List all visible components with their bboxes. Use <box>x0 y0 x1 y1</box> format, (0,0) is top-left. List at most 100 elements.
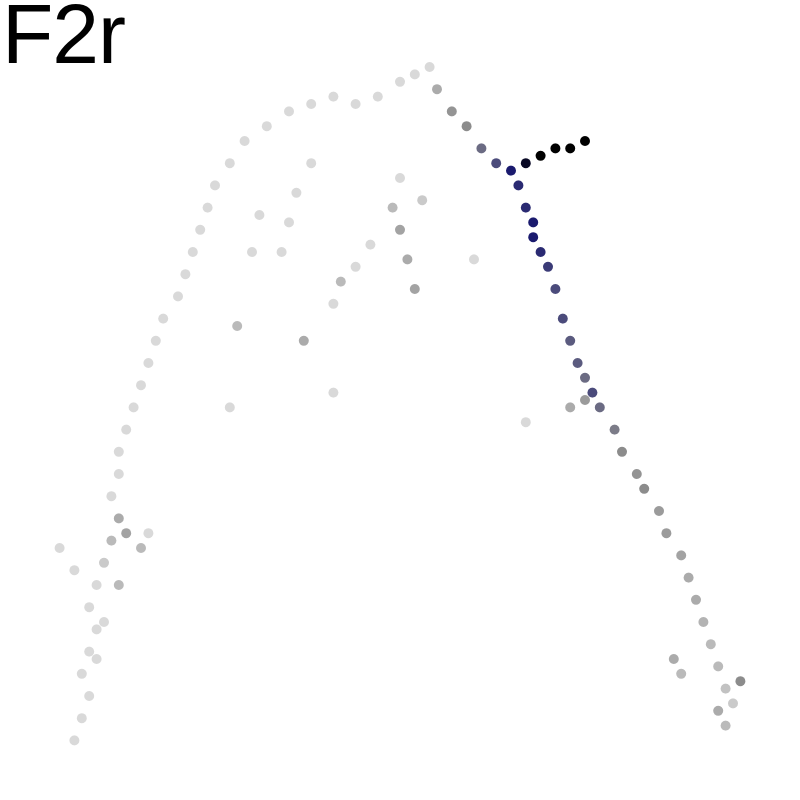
scatter-point <box>113 513 124 524</box>
scatter-point <box>676 550 687 561</box>
scatter-point <box>143 528 154 539</box>
scatter-point <box>387 202 398 213</box>
scatter-point <box>328 298 339 309</box>
scatter-point <box>113 469 124 479</box>
scatter-point <box>661 528 672 539</box>
scatter-point <box>395 173 405 183</box>
scatter-point <box>654 506 664 516</box>
scatter-point <box>705 639 716 650</box>
scatter-point <box>424 62 435 72</box>
scatter-point <box>728 698 738 709</box>
scatter-point <box>113 580 124 590</box>
scatter-point <box>76 668 87 679</box>
scatter-point <box>402 254 413 265</box>
scatter-point <box>284 217 294 228</box>
scatter-point <box>136 380 146 391</box>
scatter-point <box>580 136 590 146</box>
scatter-point <box>683 572 694 583</box>
scatter-point <box>136 543 146 553</box>
scatter-point <box>580 372 590 383</box>
scatter-point <box>565 335 576 346</box>
scatter-point <box>143 358 154 368</box>
scatter-point <box>247 247 257 257</box>
scatter-point <box>99 557 109 568</box>
scatter-point <box>543 261 553 272</box>
scatter-point <box>113 446 124 457</box>
scatter-point <box>572 358 583 368</box>
scatter-point <box>254 210 265 220</box>
scatter-point <box>232 321 243 331</box>
scatter-point <box>617 446 627 457</box>
scatter-point <box>350 261 361 272</box>
scatter-point <box>506 165 516 176</box>
scatter-point <box>528 217 539 228</box>
scatter-point <box>261 121 272 132</box>
scatter-point <box>713 705 724 716</box>
scatter-point <box>631 469 642 479</box>
scatter-point <box>520 158 531 169</box>
scatter-point <box>276 247 287 257</box>
scatter-point <box>328 91 339 102</box>
scatter-point <box>469 254 479 265</box>
scatter-point <box>395 224 405 235</box>
scatter-point <box>84 646 95 657</box>
scatter-point <box>180 269 191 280</box>
scatter-point <box>520 202 531 213</box>
scatter-point <box>409 69 420 80</box>
scatter-point <box>639 483 650 494</box>
scatter-point <box>195 224 206 235</box>
scatter-point <box>128 402 139 413</box>
scatter-point <box>173 291 183 302</box>
scatter-point <box>150 335 161 346</box>
scatter-point <box>565 143 576 154</box>
scatter-point <box>328 387 339 398</box>
scatter-point <box>668 654 679 664</box>
scatter-point <box>409 284 420 294</box>
scatter-point <box>365 239 376 250</box>
scatter-point <box>84 602 95 613</box>
scatter-point <box>550 284 561 294</box>
scatter-point <box>210 180 220 191</box>
scatter-point <box>202 202 213 213</box>
scatter-point <box>306 158 317 169</box>
scatter-point <box>720 720 731 731</box>
scatter-point <box>395 76 405 87</box>
scatter-point <box>306 99 317 109</box>
scatter-point <box>69 735 80 746</box>
scatter-point <box>69 565 80 576</box>
chart-title: F2r <box>2 0 126 81</box>
scatter-point <box>520 417 531 428</box>
scatter-point <box>676 668 687 679</box>
scatter-point <box>461 121 472 132</box>
scatter-point <box>91 580 102 590</box>
scatter-point <box>713 661 724 672</box>
scatter-point <box>535 150 546 161</box>
scatter-point <box>565 402 576 413</box>
scatter-point <box>691 594 701 605</box>
scatter-point <box>99 617 109 627</box>
scatter-point <box>91 654 102 664</box>
scatter-point <box>284 106 294 117</box>
scatter-point <box>735 676 746 687</box>
scatter-point <box>513 180 524 191</box>
scatter-point <box>350 99 361 109</box>
scatter-point <box>298 335 309 346</box>
scatter-point <box>550 143 561 154</box>
scatter-point <box>372 91 383 102</box>
scatter-point <box>239 136 250 146</box>
scatter-point <box>594 402 605 413</box>
scatter-point <box>84 691 95 701</box>
points-layer <box>54 62 746 746</box>
scatter-point <box>187 247 198 257</box>
scatter-point <box>476 143 487 154</box>
scatter-point <box>491 158 502 169</box>
scatter-point <box>224 158 235 169</box>
scatter-point <box>121 424 132 435</box>
scatter-point <box>720 683 731 694</box>
scatter-point <box>106 535 117 546</box>
scatter-point <box>417 195 428 206</box>
scatter-point <box>609 424 620 435</box>
scatter-point <box>535 247 546 257</box>
scatter-point <box>557 313 568 324</box>
scatter-point <box>54 543 65 553</box>
